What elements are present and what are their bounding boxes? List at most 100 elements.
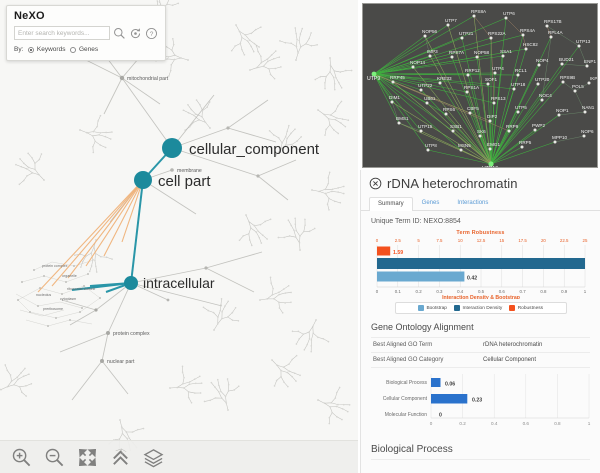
graph-toolbar [0, 440, 358, 473]
gene-label: RPS13 [491, 96, 506, 101]
legend-item-robustness[interactable]: Robustness [509, 305, 543, 311]
help-icon[interactable]: ? [145, 27, 158, 40]
dense-cluster [15, 259, 101, 327]
svg-text:0.2: 0.2 [459, 421, 466, 426]
gene-hub-label-utp9: UTP9 [367, 76, 380, 82]
go-row-value: Cellular Component [483, 357, 537, 363]
bar-interaction-density[interactable] [377, 258, 585, 269]
gene-label: UTP18 [511, 82, 526, 87]
svg-text:0: 0 [430, 421, 433, 426]
gene-label: SOF1 [485, 77, 497, 82]
tab-summary[interactable]: Summary [369, 197, 413, 211]
bar-bootstrap[interactable] [377, 271, 465, 282]
robustness-chart-svg[interactable]: 0 2.5 5 7.5 10 12.5 15 17.5 20 22.5 25 1… [369, 237, 593, 299]
svg-text:0: 0 [376, 238, 379, 243]
biological-process-heading: Biological Process [371, 444, 453, 455]
circle-x-icon[interactable] [369, 177, 382, 190]
gene-nodes[interactable] [390, 14, 591, 152]
svg-text:0.6: 0.6 [499, 289, 506, 294]
radio-option-genes[interactable]: Genes [70, 46, 98, 53]
legend-item-bootstrap[interactable]: Bootstrap [417, 305, 447, 311]
refresh-icon[interactable] [129, 27, 142, 40]
gene-label: RRP5 [519, 140, 532, 145]
graph-node-label: ribosomal subunit [67, 287, 95, 291]
gene-label: UTP5 [515, 105, 527, 110]
search-card[interactable]: NeXO ? By: [6, 5, 166, 61]
gene-label: NOP56 [422, 29, 438, 34]
radio-dot-genes[interactable] [70, 46, 77, 53]
gene-label: NOP14 [410, 60, 426, 65]
gene-label: RPS7A [449, 50, 465, 55]
gene-label: KRE33 [437, 76, 452, 81]
gene-labels: RPS8A UTP6 UTP7 RPS17B NOP56 UTP21 RPS22… [367, 9, 597, 168]
zoom-out-icon [45, 448, 64, 466]
gene-hub-node-utp9[interactable] [371, 71, 377, 77]
search-input[interactable] [14, 26, 110, 40]
gene-label: ENP1 [584, 59, 596, 64]
svg-text:12.5: 12.5 [477, 238, 486, 243]
graph-node-cellular-component[interactable] [162, 138, 182, 158]
zoom-in-button[interactable] [10, 446, 33, 469]
legend-label-interaction-density: Interaction Density [462, 305, 503, 311]
radio-dot-keywords[interactable] [28, 46, 35, 53]
graph-node-intracellular[interactable] [124, 276, 138, 290]
gene-label: UTP7 [445, 18, 457, 23]
gene-label: MSN5 [458, 143, 471, 148]
layers-button[interactable] [142, 446, 165, 469]
fit-screen-button[interactable] [76, 446, 99, 469]
tab-bar: Summary Genes Interactions [361, 193, 600, 211]
graph-small-nodes[interactable] [94, 75, 260, 363]
gene-label: RRP9 [506, 124, 519, 129]
search-icon[interactable] [113, 27, 126, 40]
go-bar-value-molecular-function: 0 [439, 413, 442, 419]
biological-process-divider [371, 459, 590, 460]
gene-hub-node-utp10[interactable] [488, 161, 494, 167]
svg-text:0.6: 0.6 [523, 421, 530, 426]
radio-option-keywords[interactable]: Keywords [28, 46, 65, 53]
gene-label: RPS6 [443, 107, 455, 112]
tab-interactions[interactable]: Interactions [457, 200, 489, 206]
gene-label: MPP10 [552, 135, 568, 140]
svg-text:0.1: 0.1 [395, 289, 402, 294]
legend-swatch-robustness [509, 305, 516, 311]
gene-edges-secondary [391, 25, 590, 143]
svg-text:15: 15 [499, 238, 504, 243]
svg-text:20: 20 [541, 238, 546, 243]
layers-icon [143, 448, 164, 467]
robustness-chart-title: Term Robustness [456, 230, 505, 236]
svg-text:7.5: 7.5 [436, 238, 443, 243]
zoom-out-button[interactable] [43, 446, 66, 469]
go-category-chart-svg[interactable]: Biological Process 0.06 Cellular Compone… [369, 372, 593, 434]
go-chart-xaxis: 0 0.2 0.4 0.6 0.8 1 [430, 421, 591, 426]
ontology-graph-canvas[interactable]: mitochondrial part membrane protein comp… [0, 0, 358, 473]
gene-label: RRP45 [390, 75, 405, 80]
bar-robustness[interactable] [377, 246, 391, 256]
gene-label: NAN1 [582, 105, 595, 110]
radio-label-keywords: Keywords [36, 46, 66, 53]
orange-highlight-edges [37, 179, 144, 293]
collapse-button[interactable] [109, 446, 132, 469]
radio-label-genes: Genes [78, 46, 99, 53]
gene-label: SK6 [477, 129, 486, 134]
gene-hub-label-utp10: UTP10 [482, 166, 498, 168]
go-bar-cellular-component[interactable] [431, 394, 468, 404]
chart-top-axis: 0 2.5 5 7.5 10 12.5 15 17.5 20 22.5 25 [376, 238, 588, 243]
graph-node-cell-part[interactable] [134, 171, 152, 189]
graph-node-label: nuclear part [107, 359, 135, 365]
legend-swatch-bootstrap [417, 305, 424, 311]
svg-text:0.8: 0.8 [554, 421, 561, 426]
chart-bottom-axis: 0 0.1 0.2 0.3 0.4 0.5 0.6 0.7 0.8 0.9 1 [376, 289, 587, 294]
gene-network-canvas[interactable]: RPS8A UTP6 UTP7 RPS17B NOP56 UTP21 RPS22… [363, 4, 598, 168]
ontology-graph-panel[interactable]: mitochondrial part membrane protein comp… [0, 0, 358, 473]
tab-genes[interactable]: Genes [421, 200, 440, 206]
svg-text:5: 5 [417, 238, 420, 243]
gene-label: UTP8 [425, 143, 437, 148]
svg-text:0.4: 0.4 [491, 421, 498, 426]
gene-interaction-network[interactable]: RPS8A UTP6 UTP7 RPS17B NOP56 UTP21 RPS22… [362, 3, 598, 168]
go-bar-biological-process[interactable] [431, 378, 441, 387]
gene-label: NOC4 [539, 93, 552, 98]
go-bar-value-cellular-component: 0.23 [472, 398, 482, 404]
term-header: rDNA heterochromatin [361, 170, 600, 193]
legend-item-interaction-density[interactable]: Interaction Density [453, 305, 503, 311]
